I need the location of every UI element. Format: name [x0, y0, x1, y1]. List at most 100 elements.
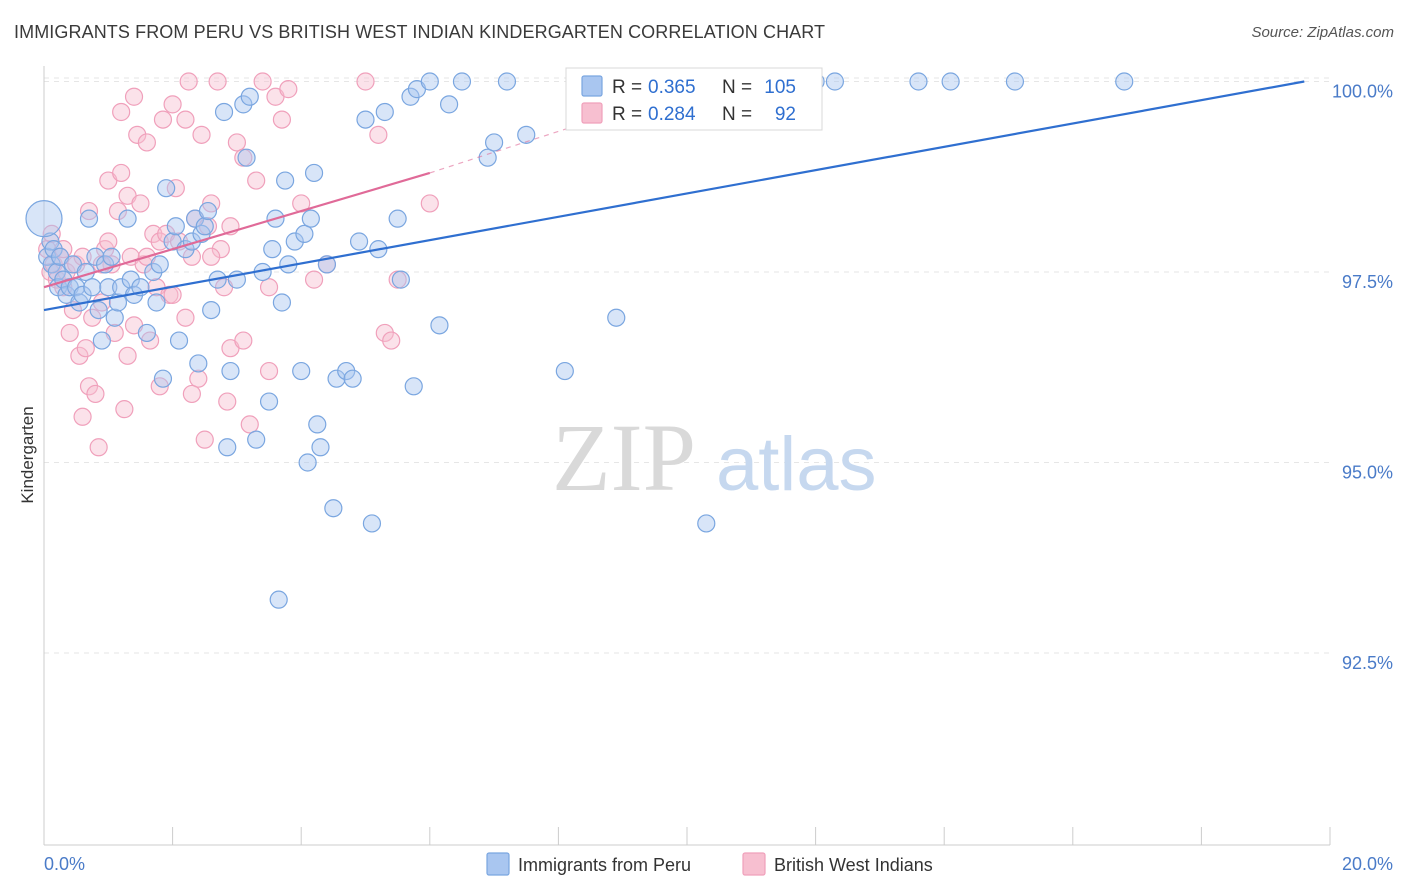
data-point [555, 361, 574, 381]
data-point [324, 499, 343, 518]
legend-n-value: 92 [775, 104, 796, 125]
data-point [105, 308, 124, 327]
data-point [112, 102, 131, 122]
data-point [202, 247, 221, 266]
bottom-legend-swatch [486, 852, 510, 876]
bottom-legend-swatch [742, 852, 766, 876]
legend-r-label: R = [612, 77, 642, 98]
data-point [118, 209, 137, 228]
data-point [147, 293, 166, 312]
legend-r-value: 0.284 [648, 104, 696, 125]
data-point [112, 163, 131, 183]
legend-n-value: 105 [764, 77, 796, 98]
data-point [211, 240, 230, 259]
x-tick-label: 20.0% [1342, 854, 1393, 874]
data-point [150, 255, 169, 274]
data-point [234, 331, 253, 350]
data-point [308, 415, 327, 434]
data-point [89, 301, 108, 320]
legend-r-label: R = [612, 104, 642, 125]
data-point [369, 125, 388, 144]
data-point [337, 361, 356, 381]
data-point [166, 217, 185, 236]
data-point [285, 232, 304, 251]
data-point [259, 361, 279, 381]
data-points [25, 72, 1134, 609]
data-point [909, 72, 928, 91]
data-point [362, 514, 382, 533]
data-point [327, 369, 346, 388]
data-point [153, 369, 173, 388]
data-point [195, 217, 214, 236]
bottom-legend-label: Immigrants from Peru [518, 855, 691, 875]
data-point [89, 438, 108, 457]
data-point [388, 209, 407, 228]
data-point [375, 102, 394, 122]
data-point [176, 308, 195, 327]
data-point [150, 232, 169, 251]
trend-line [43, 80, 1305, 312]
data-point [247, 430, 266, 449]
legend-n-label: N = [722, 104, 752, 125]
data-point [259, 392, 279, 411]
data-point [356, 110, 375, 129]
data-point [118, 346, 137, 365]
data-point [218, 438, 237, 457]
data-point [157, 179, 176, 198]
data-point [607, 308, 626, 327]
data-point [452, 72, 472, 91]
data-point [304, 270, 324, 289]
data-point [227, 133, 246, 152]
data-point [263, 240, 282, 259]
data-point [137, 323, 156, 343]
data-point [60, 323, 79, 343]
y-tick-label: 97.5% [1342, 272, 1393, 292]
watermark-atlas: atlas [716, 422, 877, 507]
data-point [124, 87, 144, 106]
data-point [430, 316, 449, 335]
data-point [356, 72, 375, 91]
data-point [137, 133, 156, 152]
data-point [192, 125, 211, 144]
axes: 100.0% 97.5% 95.0% 92.5% 0.0% 20.0% Kindergart… [18, 66, 1393, 874]
data-point [349, 232, 369, 251]
data-point [401, 87, 420, 106]
data-point [304, 163, 324, 183]
data-point [343, 369, 362, 388]
legend-box [565, 67, 823, 131]
chart-title: IMMIGRANTS FROM PERU VS BRITISH WEST IND… [14, 22, 826, 42]
data-point [295, 224, 314, 243]
trend-lines [43, 80, 1305, 312]
data-point [189, 369, 208, 388]
data-point [131, 194, 150, 213]
data-point [478, 148, 497, 167]
data-point [86, 384, 105, 404]
y-tick-label: 92.5% [1342, 653, 1393, 673]
watermark-zip: ZIP [552, 404, 696, 511]
y-axis-label: Kindergarten [18, 406, 37, 503]
data-point [259, 278, 279, 297]
data-point [279, 80, 298, 99]
data-point [825, 72, 844, 91]
data-point [269, 590, 288, 609]
data-point [115, 400, 134, 419]
data-point [70, 346, 89, 365]
data-point [247, 171, 266, 190]
data-point [182, 247, 201, 266]
data-point [253, 72, 272, 91]
data-point [86, 247, 105, 266]
data-point [276, 171, 295, 190]
data-point [79, 209, 99, 228]
data-point [189, 354, 208, 373]
data-point [240, 415, 259, 434]
data-point [79, 201, 99, 221]
data-point [108, 201, 128, 221]
y-tick-label: 100.0% [1332, 82, 1393, 102]
data-point [179, 72, 198, 91]
data-point [128, 125, 147, 144]
legend-swatch [581, 75, 603, 97]
data-point [73, 247, 92, 266]
data-point [218, 392, 237, 411]
data-point [195, 430, 214, 449]
